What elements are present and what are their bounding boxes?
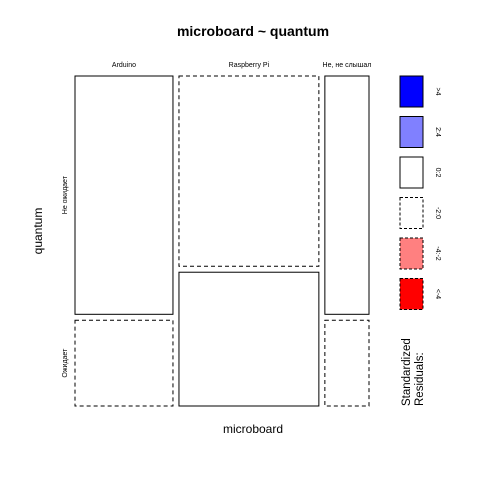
y-axis-title: quantum [31, 208, 45, 255]
legend-swatch-2 [399, 116, 424, 148]
cell-не-не-слышал-ожидает [324, 319, 370, 407]
cell-raspberry-pi-не-ожидает [178, 75, 320, 267]
cell-raspberry-pi-ожидает [178, 271, 320, 407]
legend-label-2: 2:4 [434, 127, 441, 137]
column-labels: Arduino Raspberry Pi Не, не слышал [112, 62, 371, 69]
legend-swatch-3 [399, 156, 424, 189]
cell-не-не-слышал-не-ожидает [324, 75, 370, 315]
column-label-arduino: Arduino [112, 62, 136, 69]
row-labels: Не ожидает Ожидает [62, 175, 69, 377]
chart-title: microboard ~ quantum [177, 23, 329, 39]
cell-arduino-не-ожидает [74, 75, 174, 315]
legend-label-5: -4:-2 [434, 246, 441, 261]
legend-swatch-4 [399, 197, 424, 229]
column-label-не-не-слышал: Не, не слышал [323, 62, 372, 69]
legend-label-3: 0:2 [434, 168, 441, 178]
cell-arduino-ожидает [74, 319, 174, 407]
legend: >4 2:4 0:2 -2:0 -4:-2 <-4 StandardizedResidual… [399, 75, 441, 406]
mosaic-cells [74, 75, 370, 407]
row-label-не-ожидает: Не ожидает [62, 175, 69, 214]
legend-swatch-6 [399, 278, 424, 310]
legend-swatch-1 [399, 75, 424, 108]
x-axis-title: microboard [223, 422, 283, 436]
legend-title: StandardizedResiduals: [401, 338, 426, 406]
legend-swatch-5 [399, 237, 424, 270]
column-label-raspberry-pi: Raspberry Pi [229, 62, 270, 69]
legend-label-4: -2:0 [434, 207, 441, 219]
legend-label-1: >4 [434, 88, 441, 96]
row-label-ожидает: Ожидает [62, 348, 69, 378]
legend-label-6: <-4 [434, 289, 441, 299]
